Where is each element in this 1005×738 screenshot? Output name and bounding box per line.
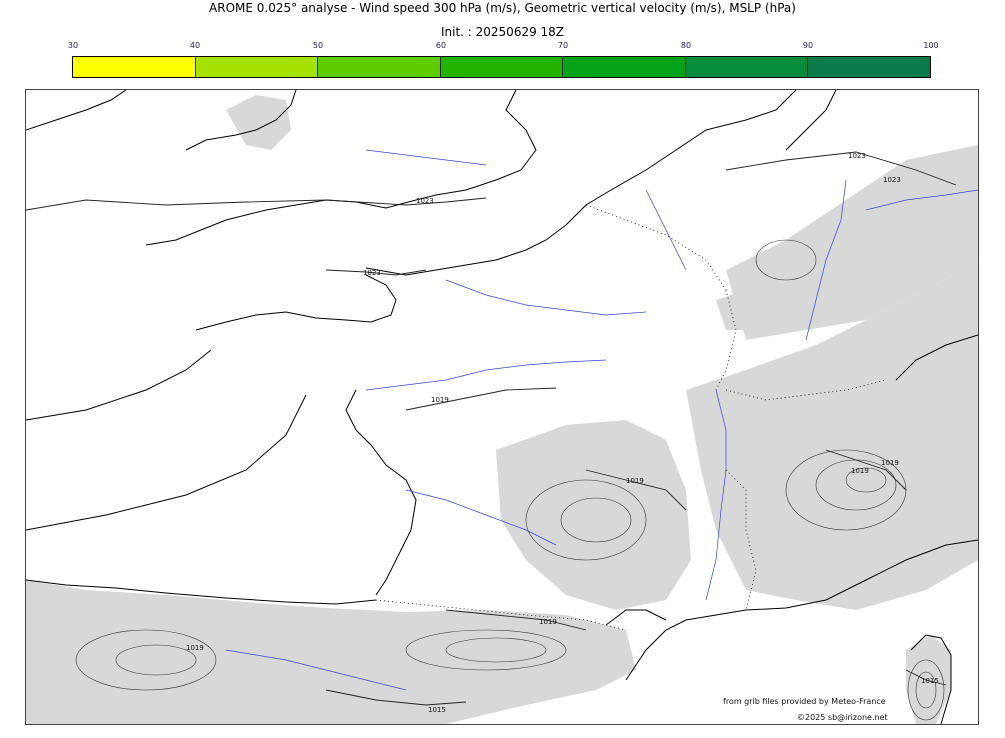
borders [375, 204, 887, 631]
contour [445, 637, 547, 663]
colorbar-segment [440, 57, 564, 77]
contour [845, 467, 887, 493]
isobar-1019-southwest [585, 469, 687, 511]
isobar-label: 1023 [883, 176, 901, 184]
shade-pyrenees-spain [26, 580, 636, 724]
river-rhine [805, 179, 847, 341]
contour [560, 497, 632, 543]
coast-uk-south [145, 90, 537, 246]
river-garonne [405, 489, 557, 546]
river-seine [445, 279, 647, 316]
contour [525, 479, 647, 561]
colorbar-tick: 40 [189, 41, 201, 50]
isobar-label: 1019 [539, 618, 557, 626]
contour [815, 459, 897, 511]
river-ebro [225, 649, 407, 691]
colorbar-segment [808, 57, 931, 77]
coast-bay-of-biscay [345, 389, 417, 596]
contour [915, 671, 937, 709]
terrain-shading [26, 95, 978, 724]
colorbar-tick: 30 [67, 41, 79, 50]
contour [755, 239, 817, 281]
shade-alps [686, 260, 978, 610]
map-canvas: 1023 1023 1023 1023 1019 1019 1019 1019 … [26, 90, 978, 724]
isobar-1023-ne [725, 151, 957, 186]
isobar-label: 1015 [428, 706, 446, 714]
colorbar-tick: 50 [312, 41, 324, 50]
border-france-belgium [585, 204, 727, 291]
isobar-label: 1019 [186, 644, 204, 652]
isobar-labels: 1023 1023 1023 1023 1019 1019 1019 1019 … [186, 152, 939, 714]
map-panel: 1023 1023 1023 1023 1019 1019 1019 1019 … [25, 89, 979, 725]
colorbar [72, 56, 931, 78]
coast-corsica [910, 634, 952, 724]
coast-italy [895, 334, 978, 381]
isobar-label: 1019 [851, 467, 869, 475]
colorbar-tick: 100 [923, 41, 939, 50]
isobar-label: 1019 [626, 477, 644, 485]
copyright-credit: ©2025 sb@irizone.net [797, 713, 888, 722]
isobar-1019-alps [825, 449, 907, 491]
shade-jura [716, 290, 766, 330]
isobar-1015-spain [325, 689, 467, 706]
isobar-1019-center [405, 387, 557, 411]
colorbar-segment [195, 57, 319, 77]
coast-gulf-of-lion [605, 609, 667, 626]
coast-spain-north [26, 579, 377, 605]
coast-wales [26, 90, 127, 131]
chart-subtitle: Init. : 20250629 18Z [440, 25, 565, 39]
colorbar-segment [73, 57, 196, 77]
colorbar-tick: 80 [680, 41, 692, 50]
isobar-1023-north [26, 197, 487, 211]
isobar-1023-channel [325, 269, 427, 276]
coast-atlantic-arc [26, 349, 212, 421]
contour [115, 644, 197, 676]
river-loire [365, 359, 607, 391]
colorbar-tick: 70 [557, 41, 569, 50]
river-rhone [705, 389, 727, 601]
river-meuse [645, 189, 687, 271]
colorbar-segment [563, 57, 686, 77]
isobar-label: 1023 [363, 269, 381, 277]
border-france-germany [715, 289, 737, 391]
river-thames [365, 149, 487, 166]
contour-detail [75, 239, 945, 721]
shade-uk-hills [226, 95, 291, 150]
colorbar-tick: 60 [435, 41, 447, 50]
isobar-1015-corsica [905, 669, 947, 686]
river-danube [865, 189, 978, 211]
shade-germany [726, 145, 978, 340]
isobar-label: 1019 [431, 396, 449, 404]
shade-corsica [906, 635, 951, 724]
isobar-label: 1023 [416, 197, 434, 205]
colorbar-segment [685, 57, 809, 77]
colorbar-segment [318, 57, 441, 77]
contour [75, 629, 217, 691]
coast-netherlands [785, 90, 837, 151]
isobars [26, 151, 957, 706]
coast-atlantic-arc2 [26, 394, 307, 531]
isobar-label: 1015 [921, 677, 939, 685]
isobar-label: 1023 [848, 152, 866, 160]
colorbar-tick: 90 [802, 41, 814, 50]
contour [785, 449, 907, 531]
coast-uk-west [185, 90, 297, 151]
data-source-credit: from grib files provided by Meteo-France [723, 697, 886, 706]
contour [907, 659, 945, 721]
rivers [225, 149, 978, 691]
contour [405, 629, 567, 671]
shade-massif-central [496, 420, 691, 610]
coast-channel-france [365, 90, 797, 276]
isobar-1019-pyrenees [445, 609, 587, 631]
coastlines [26, 90, 978, 724]
coast-mediterranean [625, 539, 978, 681]
coast-brittany [195, 274, 397, 331]
chart-title: AROME 0.025° analyse - Wind speed 300 hP… [209, 1, 796, 15]
border-france-italy [725, 469, 757, 611]
isobar-label: 1019 [881, 459, 899, 467]
